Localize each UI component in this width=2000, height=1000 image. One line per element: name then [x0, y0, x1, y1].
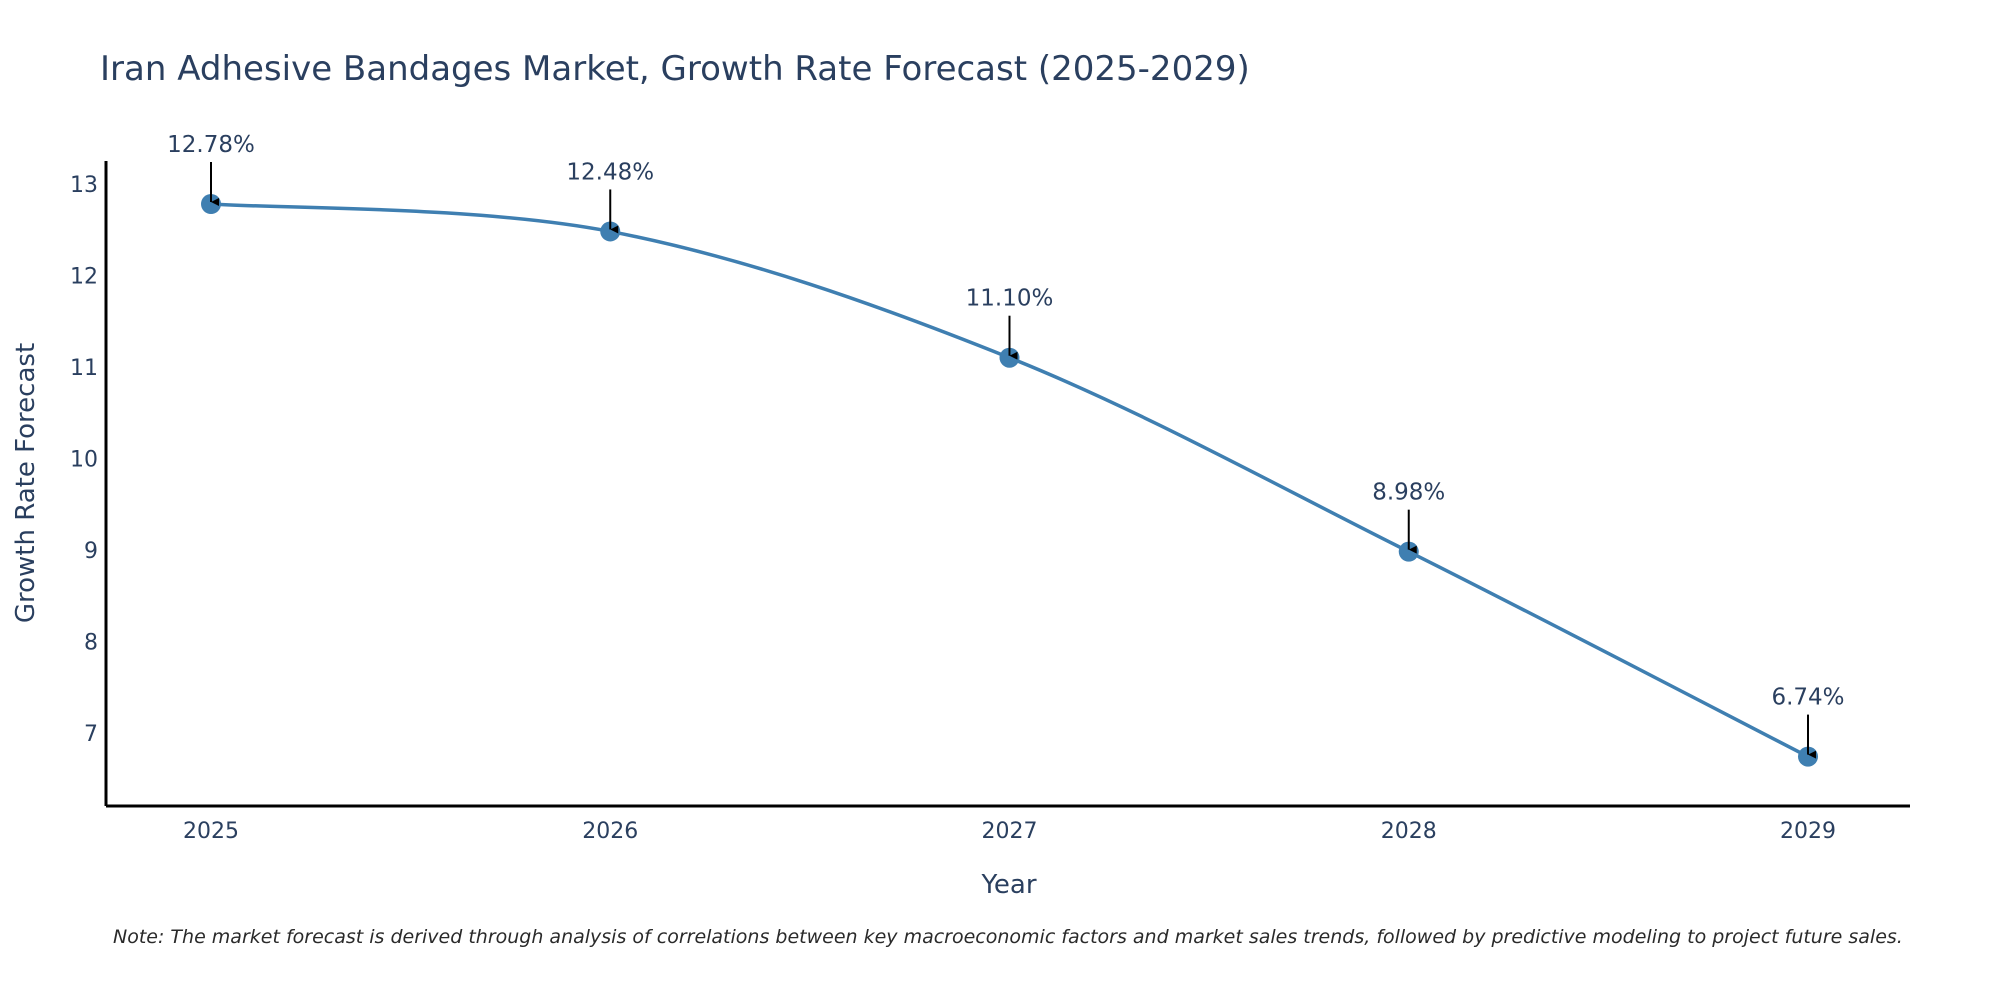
x-axis-title: Year — [980, 870, 1036, 900]
y-axis-title: Growth Rate Forecast — [11, 343, 41, 623]
data-label: 11.10% — [966, 286, 1054, 312]
data-label: 12.78% — [167, 132, 255, 158]
data-label: 12.48% — [566, 159, 654, 185]
y-tick-label: 11 — [70, 356, 98, 381]
chart-title: Iran Adhesive Bandages Market, Growth Ra… — [100, 49, 1250, 89]
data-points — [201, 194, 1818, 767]
y-tick-label: 8 — [84, 630, 98, 655]
data-label: 8.98% — [1372, 480, 1445, 506]
footnote: Note: The market forecast is derived thr… — [113, 926, 1903, 948]
y-tick-label: 9 — [84, 539, 98, 564]
y-axis-ticks: 7 8 9 10 11 12 13 — [70, 173, 98, 747]
data-label: 6.74% — [1771, 685, 1844, 711]
y-tick-label: 13 — [70, 173, 98, 198]
x-tick-label: 2029 — [1780, 819, 1836, 844]
y-tick-label: 12 — [70, 264, 98, 289]
x-axis-ticks: 2025 2026 2027 2028 2029 — [183, 819, 1836, 844]
data-annotations: 12.78% 12.48% 11.10% 8.98% 6.74% — [167, 132, 1845, 759]
x-tick-label: 2025 — [183, 819, 239, 844]
y-tick-label: 7 — [84, 722, 98, 747]
x-tick-label: 2028 — [1381, 819, 1437, 844]
y-tick-label: 10 — [70, 447, 98, 472]
x-tick-label: 2026 — [582, 819, 638, 844]
x-tick-label: 2027 — [982, 819, 1038, 844]
